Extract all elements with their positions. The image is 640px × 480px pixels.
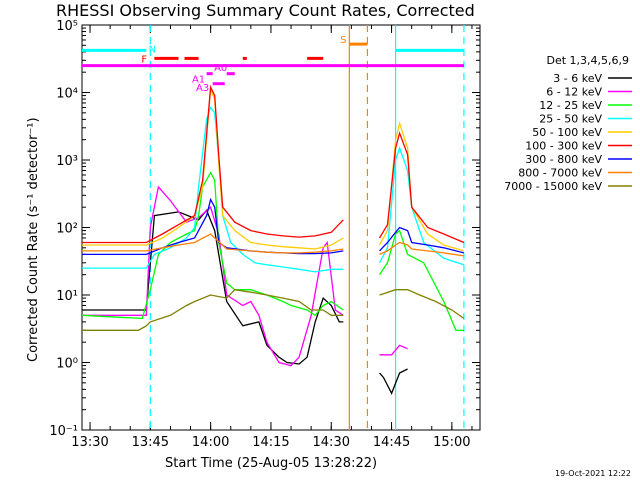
legend-entry-label: 6 - 12 keV [546,86,602,99]
series-line-25-50keV [82,106,465,273]
y-tick-label: 10² [56,222,78,237]
legend-entry-label: 7000 - 15000 keV [504,180,602,193]
chart-title: RHESSI Observing Summary Count Rates, Co… [56,1,475,20]
y-axis-label: Corrected Count Rate (s⁻¹ detector⁻¹) [26,117,41,362]
legend-entry-label: 3 - 6 keV [553,72,602,85]
plot-axes: 13:30 13:45 14:00 14:15 14:30 14:45 15:00 10⁻¹ 1… [49,19,481,450]
legend-entry-label: 100 - 300 keV [525,140,602,153]
annotation-label: S [340,35,346,46]
legend-entry-label: 300 - 800 keV [525,153,602,166]
x-tick-label: 14:15 [252,435,289,450]
y-tick-label: 10¹ [56,289,78,304]
legend-entry-label: 800 - 7000 keV [518,167,602,180]
x-tick-label: 14:00 [192,435,229,450]
annotation-label: A3 [196,83,209,94]
footer-date: 19-Oct-2021 12:22 [555,469,631,478]
series-line-100-300keV [82,84,465,244]
legend-entry-label: 50 - 100 keV [532,126,602,139]
x-tick-label: 13:45 [132,435,169,450]
series-line-3-6keV [82,209,408,395]
y-tick-label: 10⁻¹ [49,424,78,439]
legend-entry-label: 25 - 50 keV [539,113,602,126]
x-tick-label: 13:30 [71,435,108,450]
y-tick-label: 10⁵ [56,19,78,34]
x-tick-label: 15:00 [433,435,470,450]
legend-title: Det 1,3,4,5,6,9 [546,54,629,67]
x-tick-label: 14:30 [313,435,350,450]
series-line-50-100keV [82,89,465,252]
plot-frame [81,24,481,431]
series-line-6-12keV [82,185,408,367]
series-line-800-7000keV [82,233,464,257]
y-tick-label: 10³ [56,154,78,169]
series-lines [81,84,465,395]
legend-entry-label: 12 - 25 keV [539,99,602,112]
annotation-label: A0 [214,63,227,74]
series-line-7000-15000keV [82,289,465,331]
vertical-markers [149,25,465,430]
y-tick-label: 10⁴ [56,87,78,102]
annotation-label: N [149,44,156,55]
x-tick-label: 14:45 [373,435,410,450]
y-tick-label: 10⁰ [56,357,78,372]
annotation-label: A1 [192,75,205,86]
annotation-label: F [141,54,147,65]
x-axis-label: Start Time (25-Aug-05 13:28:22) [165,456,377,471]
